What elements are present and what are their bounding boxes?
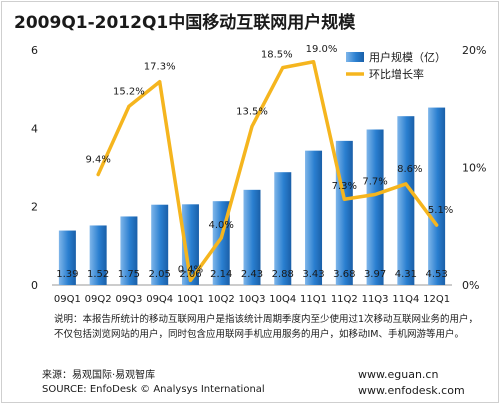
bar-value-label: 1.39 <box>56 269 78 280</box>
growth-rate-point <box>250 124 254 128</box>
source-cn: 来源：易观国际·易观智库 <box>42 370 156 381</box>
bar <box>366 129 384 285</box>
growth-rate-label: 5.1% <box>428 205 453 216</box>
bar <box>243 189 261 285</box>
bar <box>89 225 107 285</box>
x-tick-label: 10Q4 <box>269 294 296 305</box>
bar-value-label: 2.43 <box>241 269 263 280</box>
growth-rate-label: 9.4% <box>85 155 110 166</box>
bar <box>151 204 169 285</box>
bar-value-label: 1.52 <box>87 269 109 280</box>
x-tick-label: 11Q2 <box>331 294 358 305</box>
growth-rate-point <box>281 66 285 70</box>
growth-rate-point <box>158 80 162 84</box>
x-tick-label: 11Q3 <box>362 294 389 305</box>
y-right-tick-label: 0% <box>462 279 479 292</box>
growth-rate-point <box>96 173 100 177</box>
url-enfodesk: www.enfodesk.com <box>358 384 465 397</box>
bar <box>120 216 138 285</box>
growth-rate-label: 17.3% <box>144 62 176 73</box>
bar-value-label: 2.06 <box>179 269 201 280</box>
growth-rate-point <box>435 223 439 227</box>
x-tick-label: 10Q3 <box>239 294 266 305</box>
y-left-tick-label: 4 <box>31 122 38 135</box>
bar-value-label: 1.75 <box>118 269 140 280</box>
growth-rate-point <box>188 278 192 282</box>
bar <box>181 204 199 285</box>
y-right-tick-label: 10% <box>462 162 486 175</box>
bar-value-label: 2.05 <box>149 269 171 280</box>
bar-value-label: 2.14 <box>210 269 232 280</box>
growth-rate-point <box>404 182 408 186</box>
x-tick-label: 10Q2 <box>208 294 235 305</box>
legend-swatch-bar <box>346 52 364 62</box>
bar-value-label: 4.53 <box>425 269 447 280</box>
growth-rate-point <box>342 197 346 201</box>
bar-value-label: 3.97 <box>364 269 386 280</box>
legend-label-line: 环比增长率 <box>369 67 424 81</box>
growth-rate-point <box>373 193 377 197</box>
chart-title: 2009Q1-2012Q1中国移动互联网用户规模 <box>14 13 356 33</box>
y-right-tick-label: 20% <box>462 44 486 57</box>
bar <box>335 140 353 285</box>
x-tick-label: 09Q1 <box>54 294 81 305</box>
y-left-tick-label: 2 <box>31 201 38 214</box>
bar-value-label: 3.43 <box>302 269 324 280</box>
growth-rate-label: 7.3% <box>332 181 357 192</box>
growth-rate-point <box>312 60 316 64</box>
x-tick-label: 09Q4 <box>146 294 173 305</box>
bar <box>397 116 415 285</box>
x-tick-label: 09Q2 <box>85 294 112 305</box>
growth-rate-label: 19.0% <box>306 44 338 55</box>
bar-value-label: 4.31 <box>395 269 417 280</box>
bar <box>305 150 323 285</box>
growth-rate-label: 18.5% <box>261 50 293 61</box>
bar <box>58 230 76 285</box>
growth-rate-label: 15.2% <box>113 86 145 97</box>
x-tick-label: 11Q4 <box>392 294 419 305</box>
bar <box>428 107 446 285</box>
combo-chart: 0 2 4 6 0% 10% 20% 09Q1 09Q2 09Q3 09Q4 10Q1 10Q2 10Q3… <box>31 44 486 305</box>
chart-note: 说明：本报告所统计的移动互联网用户是指该统计周期季度内至少使用过1次移动互联网业… <box>54 314 479 340</box>
source-en: SOURCE: EnfoDesk © Analysys Internationa… <box>42 384 265 395</box>
growth-rate-label: 8.6% <box>397 164 422 175</box>
x-tick-label: 10Q1 <box>177 294 204 305</box>
growth-rate-label: 4.0% <box>209 220 234 231</box>
x-tick-label: 09Q3 <box>115 294 142 305</box>
growth-rate-label: 13.5% <box>236 106 268 117</box>
x-tick-label: 11Q1 <box>300 294 327 305</box>
growth-rate-label: 7.7% <box>362 177 387 188</box>
bar-value-label: 3.68 <box>333 269 355 280</box>
x-tick-label: 12Q1 <box>423 294 450 305</box>
y-left-tick-label: 0 <box>31 279 38 292</box>
growth-rate-point <box>127 104 131 108</box>
growth-rate-point <box>219 236 223 240</box>
bar-value-label: 2.88 <box>272 269 294 280</box>
growth-rate-label: 0.4% <box>178 264 203 275</box>
url-eguan: www.eguan.cn <box>358 368 439 381</box>
bar <box>274 172 292 285</box>
legend-label-bar: 用户规模（亿） <box>369 50 446 64</box>
y-left-tick-label: 6 <box>31 44 38 57</box>
growth-rate-line <box>96 60 439 283</box>
